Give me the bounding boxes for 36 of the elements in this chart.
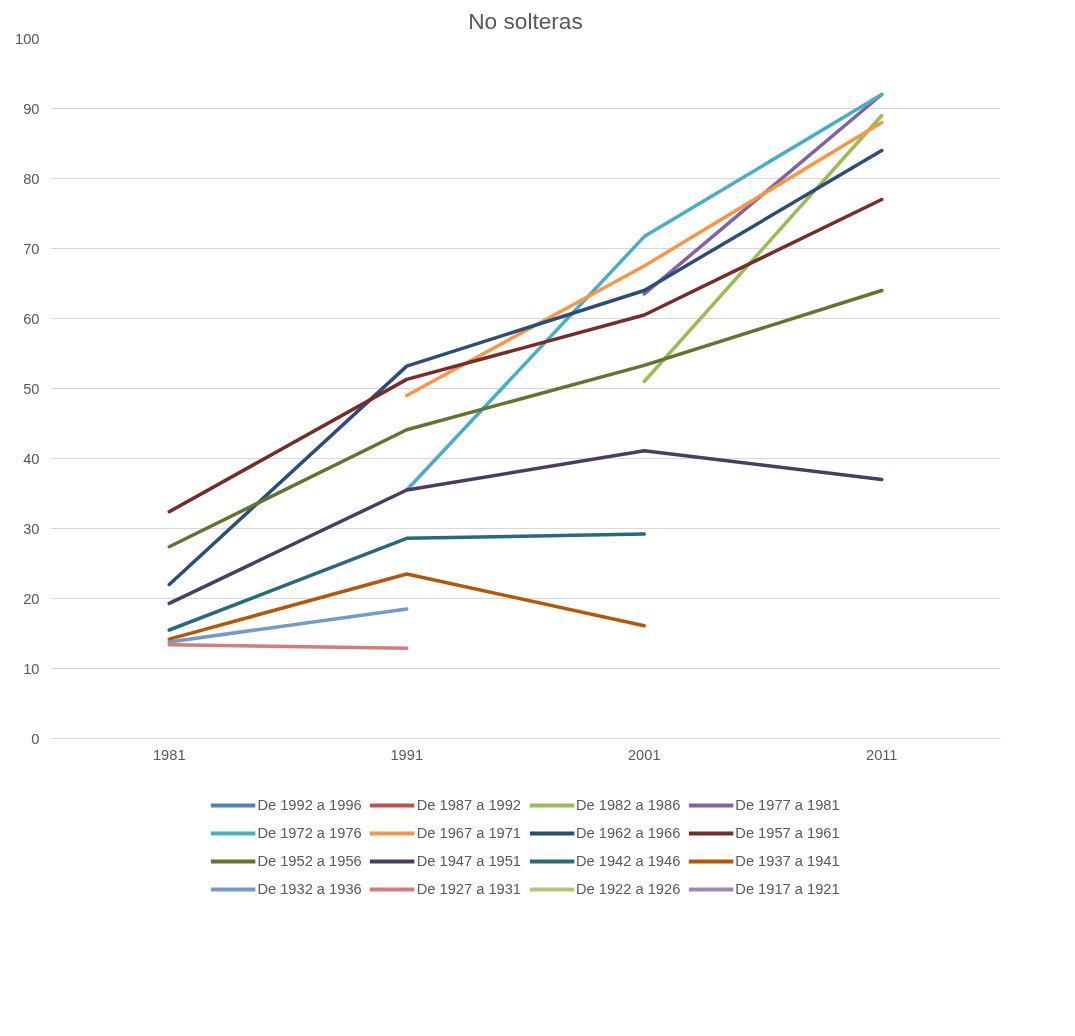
y-tick-label: 80 xyxy=(23,170,40,187)
legend-label: De 1922 a 1926 xyxy=(576,881,681,897)
legend-label: De 1982 a 1986 xyxy=(576,797,681,813)
legend-label: De 1992 a 1996 xyxy=(257,797,362,813)
legend-label: De 1967 a 1971 xyxy=(416,825,521,841)
x-tick-label: 1991 xyxy=(390,746,424,763)
legend-label: De 1937 a 1941 xyxy=(735,853,840,869)
legend-label: De 1957 a 1961 xyxy=(735,825,840,841)
chart-title: No solteras xyxy=(468,7,583,34)
legend-label: De 1942 a 1946 xyxy=(576,853,681,869)
y-tick-label: 100 xyxy=(15,30,40,47)
legend-label: De 1987 a 1992 xyxy=(416,797,521,813)
line-series xyxy=(167,449,884,606)
legend-label: De 1932 a 1936 xyxy=(257,881,362,897)
line-series xyxy=(167,148,884,587)
y-tick-label: 40 xyxy=(23,450,40,467)
legend-label: De 1977 a 1981 xyxy=(735,797,840,813)
legend-label: De 1972 a 1976 xyxy=(257,825,362,841)
legend-label: De 1952 a 1956 xyxy=(257,853,362,869)
legend-label: De 1927 a 1931 xyxy=(416,881,521,897)
x-tick-label: 2001 xyxy=(627,746,661,763)
y-tick-label: 30 xyxy=(23,520,40,537)
y-tick-label: 90 xyxy=(23,100,40,117)
x-tick-label: 2011 xyxy=(865,746,898,763)
y-tick-label: 0 xyxy=(31,730,40,747)
y-tick-label: 10 xyxy=(23,660,40,677)
line-series xyxy=(167,288,884,549)
legend-label: De 1947 a 1951 xyxy=(416,853,521,869)
legend-label: De 1917 a 1921 xyxy=(735,881,840,897)
y-tick-label: 20 xyxy=(23,590,40,607)
y-tick-label: 50 xyxy=(23,380,40,397)
y-tick-label: 60 xyxy=(23,310,40,327)
x-tick-label: 1981 xyxy=(152,746,186,763)
y-tick-label: 70 xyxy=(23,240,40,257)
legend-label: De 1962 a 1966 xyxy=(576,825,681,841)
line-series xyxy=(167,197,884,514)
